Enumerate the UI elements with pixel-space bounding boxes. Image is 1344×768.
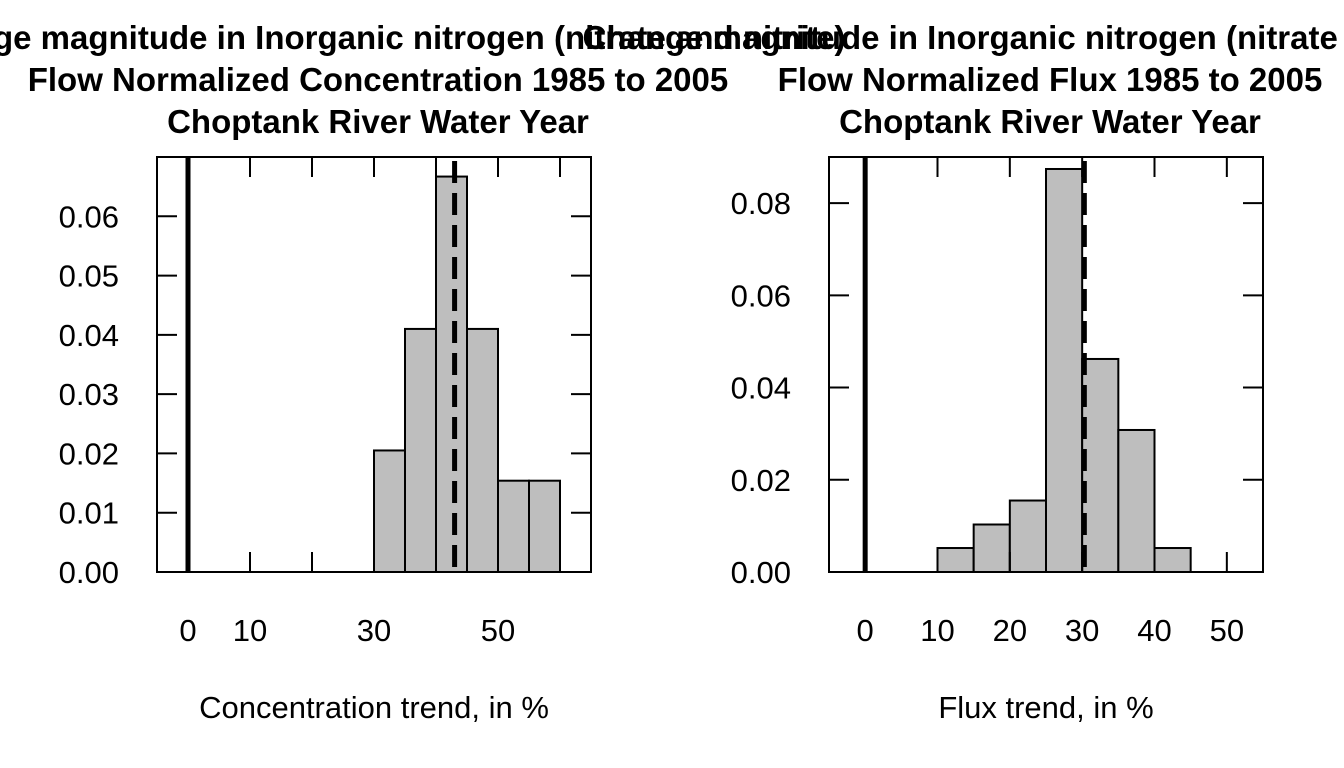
x-axis-label: Concentration trend, in % bbox=[199, 690, 549, 725]
x-tick-label: 30 bbox=[357, 613, 391, 648]
x-tick-label: 0 bbox=[179, 613, 196, 648]
histogram-bar bbox=[1081, 357, 1120, 574]
plot-area bbox=[828, 156, 1264, 574]
x-tick-label: 0 bbox=[857, 613, 874, 648]
y-tick-label: 0.04 bbox=[59, 318, 119, 353]
y-tick-label: 0.02 bbox=[731, 463, 791, 498]
plot-frame bbox=[828, 156, 1264, 573]
histogram-bar bbox=[466, 327, 499, 573]
chart-title-line-3: Choptank River Water Year bbox=[839, 103, 1261, 140]
y-tick-label: 0.05 bbox=[59, 259, 119, 294]
histogram-bar bbox=[972, 523, 1011, 573]
x-tick-label: 50 bbox=[1210, 613, 1244, 648]
x-axis-label: Flux trend, in % bbox=[938, 690, 1153, 725]
x-tick-label: 10 bbox=[233, 613, 267, 648]
histogram-bar bbox=[1045, 167, 1084, 573]
histogram-bar bbox=[528, 479, 561, 574]
concentration-histogram-panel: Change magnitude in Inorganic nitrogen (… bbox=[0, 19, 846, 725]
x-tick-label: 40 bbox=[1137, 613, 1171, 648]
x-tick-label: 50 bbox=[481, 613, 515, 648]
histogram-bar bbox=[497, 479, 530, 574]
y-tick-label: 0.02 bbox=[59, 436, 119, 471]
y-tick-label: 0.00 bbox=[59, 555, 119, 590]
histogram-bar bbox=[1117, 428, 1156, 573]
plot-area bbox=[156, 156, 592, 574]
histogram-bar bbox=[404, 327, 437, 573]
histogram-bar bbox=[1008, 499, 1047, 573]
y-tick-label: 0.00 bbox=[731, 555, 791, 590]
chart-title-line-2: Flow Normalized Concentration 1985 to 20… bbox=[28, 61, 729, 98]
x-tick-label: 30 bbox=[1065, 613, 1099, 648]
y-tick-label: 0.06 bbox=[59, 199, 119, 234]
histogram-bar bbox=[1153, 547, 1192, 573]
chart-title-line-2: Flow Normalized Flux 1985 to 2005 bbox=[778, 61, 1323, 98]
x-tick-label: 10 bbox=[920, 613, 954, 648]
chart-title-line-3: Choptank River Water Year bbox=[167, 103, 589, 140]
histogram-bar bbox=[373, 449, 406, 574]
y-tick-label: 0.08 bbox=[731, 186, 791, 221]
chart-title-line-1: Change magnitude in Inorganic nitrogen (… bbox=[0, 19, 846, 56]
y-tick-label: 0.01 bbox=[59, 496, 119, 531]
histogram-bar bbox=[435, 175, 468, 573]
histogram-bar bbox=[936, 547, 975, 573]
y-tick-label: 0.03 bbox=[59, 377, 119, 412]
y-tick-label: 0.06 bbox=[731, 278, 791, 313]
x-tick-label: 20 bbox=[993, 613, 1027, 648]
chart-title-line-1: Change magnitude in Inorganic nitrogen (… bbox=[582, 19, 1344, 56]
y-tick-label: 0.04 bbox=[731, 371, 791, 406]
flux-histogram-panel: Change magnitude in Inorganic nitrogen (… bbox=[582, 19, 1344, 725]
